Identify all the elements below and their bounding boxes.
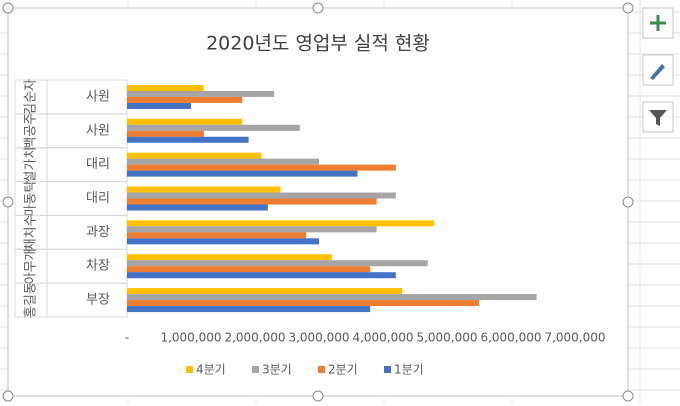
chart-title: 2020년도 영업부 실적 현황: [206, 33, 430, 55]
category-label: 사원: [86, 89, 110, 104]
bar: [127, 294, 537, 301]
category-label: 과장: [86, 225, 110, 240]
group-label: 김순자: [24, 79, 39, 115]
x-tick-label: 4,000,000: [352, 331, 413, 345]
legend-label: 1분기: [394, 363, 424, 377]
bar: [127, 84, 204, 91]
brush-icon: [650, 64, 665, 80]
category-label: 차장: [86, 259, 110, 274]
x-tick-label: 1,000,000: [160, 331, 221, 345]
chart-tools: [642, 7, 674, 133]
group-label: 백공주: [24, 113, 39, 149]
category-label: 대리: [86, 191, 110, 206]
bar: [127, 96, 243, 103]
legend-swatch: [186, 366, 193, 373]
group-label: 아무개: [24, 248, 39, 284]
plus-icon: [650, 15, 666, 31]
bar: [127, 130, 204, 137]
bar: [127, 226, 377, 233]
category-label: 사원: [86, 123, 110, 138]
bar: [127, 158, 319, 165]
bar: [127, 102, 191, 109]
group-label: 설가치: [24, 147, 39, 183]
bar: [127, 306, 371, 313]
legend-swatch: [252, 366, 259, 373]
bar: [127, 220, 435, 227]
legend-label: 2분기: [328, 363, 358, 377]
group-cell: [14, 282, 48, 318]
bar: [127, 170, 358, 177]
legend-swatch: [384, 366, 391, 373]
category-label: 부장: [86, 293, 110, 308]
filter-icon: [649, 110, 667, 126]
bar: [127, 272, 396, 279]
bar: [127, 136, 249, 143]
x-tick-label: 5,000,000: [416, 331, 477, 345]
bar: [127, 204, 268, 211]
bar: [127, 118, 243, 125]
x-tick-label: 6,000,000: [480, 331, 541, 345]
legend-label: 4분기: [196, 363, 226, 377]
bar: [127, 260, 428, 267]
group-label: 마동탁: [24, 181, 39, 217]
x-tick-label: 2,000,000: [224, 331, 285, 345]
bar: [127, 198, 377, 205]
bar: [127, 238, 319, 245]
bar: [127, 164, 396, 171]
bar: [127, 124, 300, 131]
group-label: 채치수: [24, 214, 39, 250]
legend-label: 3분기: [262, 363, 292, 377]
bar: [127, 90, 275, 97]
bar: [127, 300, 479, 307]
group-label: 홍길동: [24, 282, 39, 318]
bar: [127, 266, 371, 273]
resize-handles: [2, 2, 634, 402]
category-label: 대리: [86, 157, 110, 172]
bar: [127, 288, 403, 295]
bar: [127, 232, 307, 239]
legend-swatch: [318, 366, 325, 373]
x-tick-label: -: [125, 331, 129, 345]
bar: [127, 192, 396, 199]
x-tick-label: 7,000,000: [544, 331, 605, 345]
bar: [127, 152, 262, 159]
bar: [127, 254, 332, 261]
bar: [127, 186, 281, 193]
x-tick-label: 3,000,000: [288, 331, 349, 345]
